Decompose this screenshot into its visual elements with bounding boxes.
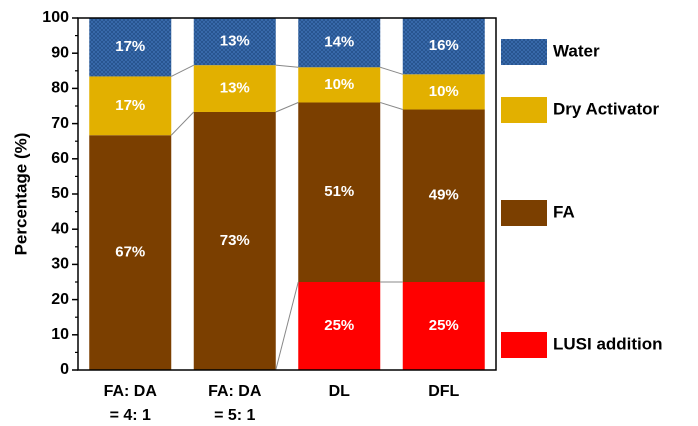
value-label: 25%: [324, 317, 354, 334]
bar-segment: [298, 67, 381, 103]
legend-swatch: [501, 39, 547, 65]
y-tick-label: 30: [51, 256, 69, 273]
legend-swatch: [501, 200, 547, 226]
x-tick-label: FA: DA: [104, 383, 158, 400]
x-tick-label: DL: [329, 383, 351, 400]
connector: [170, 111, 195, 136]
y-tick-label: 50: [51, 185, 69, 202]
y-tick-label: 60: [51, 150, 69, 167]
bar-segment: [193, 18, 276, 66]
value-label: 13%: [220, 80, 250, 97]
value-label: 67%: [115, 244, 145, 261]
legend-swatch: [501, 332, 547, 358]
bar-segment: [298, 102, 381, 282]
y-tick-label: 90: [51, 44, 69, 61]
y-tick-label: 20: [51, 291, 69, 308]
bar-segment: [298, 282, 381, 370]
x-tick-label: = 5: 1: [214, 407, 255, 424]
y-tick-label: 80: [51, 80, 69, 97]
x-tick-label: FA: DA: [208, 383, 262, 400]
bar-segment: [193, 65, 276, 112]
connector: [275, 281, 299, 371]
value-label: 13%: [220, 33, 250, 50]
legend-label: FA: [553, 202, 575, 221]
connector: [380, 66, 403, 75]
legend-label: Water: [553, 41, 600, 60]
y-tick-label: 70: [51, 115, 69, 132]
bar-segment: [193, 111, 276, 370]
y-tick-label: 10: [51, 326, 69, 343]
bar-segment: [89, 76, 172, 136]
value-label: 51%: [324, 183, 354, 200]
bar-segment: [89, 135, 172, 370]
bar-segment: [402, 18, 485, 75]
value-label: 16%: [429, 37, 459, 54]
value-label: 17%: [115, 97, 145, 114]
legend-swatch: [501, 97, 547, 123]
x-tick-label: = 4: 1: [110, 407, 151, 424]
value-label: 49%: [429, 187, 459, 204]
x-tick-label: DFL: [428, 383, 459, 400]
value-label: 17%: [115, 38, 145, 55]
bar-segment: [298, 18, 381, 68]
bar-segment: [402, 109, 485, 283]
legend-label: Dry Activator: [553, 99, 660, 118]
bar-segment: [402, 282, 485, 370]
connector: [275, 102, 299, 113]
connector: [380, 102, 403, 110]
y-axis-label: Percentage (%): [11, 133, 30, 256]
value-label: 25%: [429, 317, 459, 334]
value-label: 10%: [429, 83, 459, 100]
value-label: 10%: [324, 76, 354, 93]
connector: [171, 64, 194, 77]
connector: [275, 64, 299, 68]
value-label: 14%: [324, 34, 354, 51]
bar-segment: [89, 18, 172, 77]
plot-frame: [77, 17, 497, 371]
y-tick-label: 40: [51, 220, 69, 237]
y-tick-label: 100: [42, 9, 69, 26]
legend-label: LUSI addition: [553, 334, 663, 353]
bar-segment: [402, 74, 485, 110]
y-tick-label: 0: [60, 361, 69, 378]
value-label: 73%: [220, 232, 250, 249]
